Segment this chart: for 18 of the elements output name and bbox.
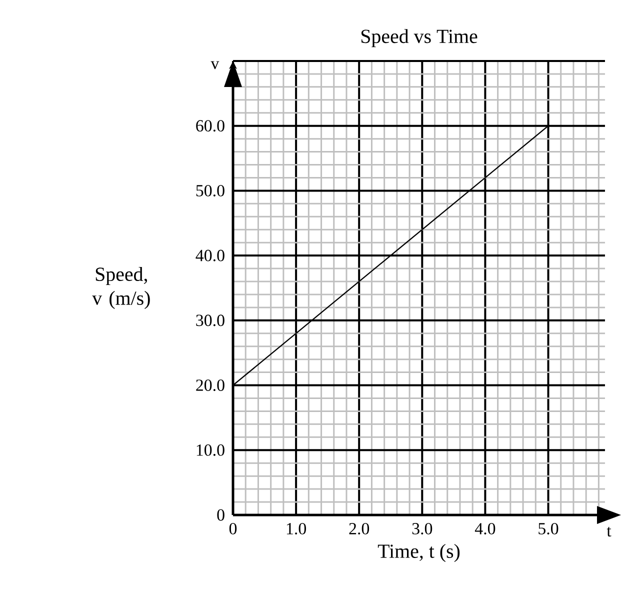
x-tick-label: 2.0 bbox=[349, 522, 370, 534]
y-axis-title: Speed, v (m/s) bbox=[92, 266, 150, 309]
y-tick-label: 40.0 bbox=[196, 250, 224, 262]
y-tick-label: 50.0 bbox=[196, 184, 224, 196]
x-axis-title: Time, t (s) bbox=[378, 544, 460, 562]
y-tick-label: 60.0 bbox=[196, 120, 224, 132]
y-tick-label: 10.0 bbox=[196, 444, 224, 456]
y-tick-label: 20.0 bbox=[196, 380, 224, 392]
y-tick-label: 30.0 bbox=[196, 314, 224, 326]
x-tick-label: 4.0 bbox=[474, 522, 496, 534]
x-tick-label: 3.0 bbox=[412, 522, 432, 534]
y-tick-label: 0 bbox=[217, 509, 224, 521]
chart-title: Speed vs Time bbox=[361, 29, 478, 48]
x-tick-label: 5.0 bbox=[538, 522, 558, 534]
x-tick-label: 1.0 bbox=[286, 522, 306, 534]
x-tick-label: 0 bbox=[229, 522, 237, 534]
text: v bbox=[210, 61, 220, 70]
text: t bbox=[606, 526, 612, 537]
